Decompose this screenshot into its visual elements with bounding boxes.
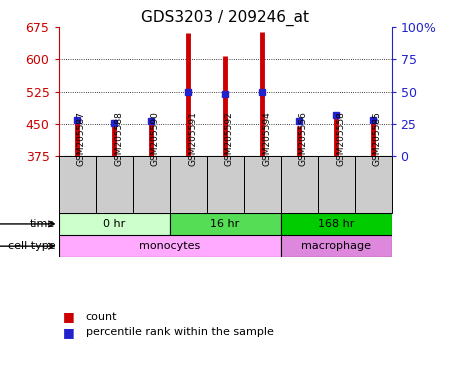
Text: ■: ■ [63, 326, 75, 339]
Text: GSM205592: GSM205592 [225, 112, 234, 166]
Text: macrophage: macrophage [301, 241, 371, 251]
Text: GSM205587: GSM205587 [77, 111, 86, 166]
Bar [58, 156, 95, 213]
Text: GSM205594: GSM205594 [262, 112, 271, 166]
Text: cell type: cell type [8, 241, 55, 251]
Text: GSM205556: GSM205556 [299, 111, 308, 166]
Text: count: count [86, 312, 117, 322]
Bar [280, 235, 392, 257]
Title: GDS3203 / 209246_at: GDS3203 / 209246_at [141, 9, 309, 25]
Text: 168 hr: 168 hr [318, 219, 354, 229]
Bar [58, 213, 170, 235]
Bar [95, 156, 132, 213]
Text: GSM205588: GSM205588 [114, 111, 123, 166]
Bar [318, 156, 355, 213]
Bar [132, 156, 170, 213]
Text: time: time [30, 219, 55, 229]
Bar [207, 156, 243, 213]
Bar [280, 213, 392, 235]
Text: percentile rank within the sample: percentile rank within the sample [86, 327, 274, 337]
Text: ■: ■ [63, 310, 75, 323]
Bar [280, 156, 318, 213]
Bar [58, 235, 280, 257]
Text: GSM205585: GSM205585 [373, 111, 382, 166]
Text: 0 hr: 0 hr [103, 219, 125, 229]
Text: monocytes: monocytes [139, 241, 200, 251]
Bar [170, 156, 207, 213]
Text: GSM205590: GSM205590 [151, 111, 160, 166]
Text: GSM205591: GSM205591 [188, 111, 197, 166]
Text: GSM205558: GSM205558 [336, 111, 345, 166]
Bar [243, 156, 280, 213]
Text: 16 hr: 16 hr [211, 219, 239, 229]
Bar [170, 213, 280, 235]
Bar [355, 156, 392, 213]
